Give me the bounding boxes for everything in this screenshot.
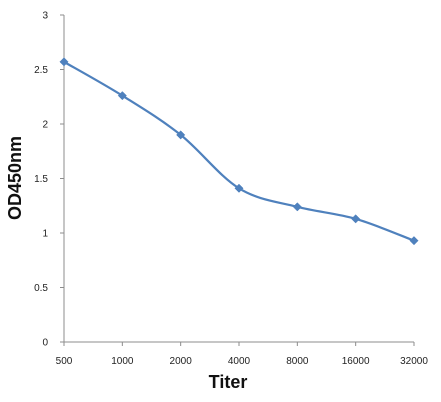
y-tick-label: 2 [42, 120, 48, 131]
x-tick-label: 16000 [342, 356, 370, 367]
series-line [62, 60, 416, 242]
y-tick-label: 0 [42, 338, 48, 349]
y-axis-title: OD450nm [5, 136, 25, 220]
y-tick-label: 2.5 [34, 65, 48, 76]
data-point-marker [234, 183, 244, 193]
y-tick-labels: 0 0.5 1 1.5 2 2.5 3 [34, 11, 48, 349]
y-tick-label: 1 [42, 229, 48, 240]
series-group [59, 57, 419, 246]
data-point-marker [292, 202, 302, 212]
x-tick-label: 1000 [111, 356, 134, 367]
data-point-marker [176, 130, 186, 140]
data-point-marker [117, 91, 127, 101]
x-tick-label: 500 [56, 356, 73, 367]
y-tick-label: 0.5 [34, 283, 48, 294]
x-tick-label: 32000 [400, 356, 428, 367]
x-axis-title: Titer [209, 372, 248, 392]
x-tick-label: 2000 [170, 356, 193, 367]
x-tick-label: 4000 [228, 356, 251, 367]
x-tick-labels: 500 1000 2000 4000 8000 16000 32000 [56, 356, 429, 367]
x-tick-label: 8000 [286, 356, 309, 367]
data-point-marker [59, 57, 69, 67]
axes [60, 14, 415, 346]
y-tick-label: 3 [42, 11, 48, 22]
data-point-marker [409, 236, 419, 246]
data-point-marker [351, 214, 361, 224]
y-tick-label: 1.5 [34, 174, 48, 185]
